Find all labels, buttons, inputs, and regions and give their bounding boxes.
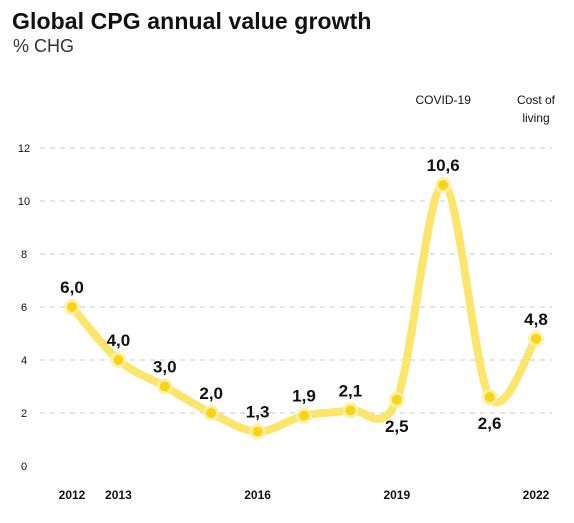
annotations: COVID-19 Cost of living xyxy=(416,93,556,125)
data-markers xyxy=(64,177,544,440)
data-label: 6,0 xyxy=(60,278,84,297)
data-point xyxy=(484,392,495,403)
data-point xyxy=(159,381,170,392)
y-axis-ticks: 0 2 4 6 8 10 12 xyxy=(18,143,30,473)
data-point xyxy=(299,410,309,421)
data-label: 10,6 xyxy=(427,156,460,175)
y-tick-label: 12 xyxy=(18,143,30,155)
y-tick-label: 0 xyxy=(21,461,27,473)
y-tick-label: 8 xyxy=(21,249,27,261)
gridlines xyxy=(40,147,552,414)
x-tick-label: 2016 xyxy=(244,488,271,502)
y-tick-label: 6 xyxy=(21,302,27,314)
data-label: 4,8 xyxy=(524,310,548,329)
annotation-label: living xyxy=(522,111,549,125)
data-point xyxy=(345,405,356,416)
chart-title: Global CPG annual value growth xyxy=(12,8,372,34)
x-axis-ticks: 2012 2013 2016 2019 2022 xyxy=(59,488,550,502)
chart-subtitle: % CHG xyxy=(13,36,75,56)
data-label: 1,9 xyxy=(292,387,316,406)
data-point xyxy=(391,394,402,405)
y-tick-label: 2 xyxy=(21,408,27,420)
data-point xyxy=(67,302,77,312)
annotation-label: Cost of xyxy=(517,93,556,107)
data-point xyxy=(206,408,217,418)
data-labels: 6,0 4,0 3,0 2,0 1,3 1,9 2,1 2,5 10,6 2,6 4,8 xyxy=(60,156,548,436)
y-tick-label: 10 xyxy=(18,196,30,208)
data-label: 2,5 xyxy=(385,417,409,436)
x-tick-label: 2022 xyxy=(523,488,550,502)
x-tick-label: 2013 xyxy=(105,488,132,502)
data-label: 1,3 xyxy=(246,403,270,422)
data-label: 2,1 xyxy=(339,381,363,400)
x-tick-label: 2019 xyxy=(383,488,410,502)
data-point xyxy=(252,426,263,437)
annotation-label: COVID-19 xyxy=(416,93,472,107)
data-label: 2,0 xyxy=(199,384,223,403)
data-point xyxy=(438,180,449,191)
data-label: 3,0 xyxy=(153,358,177,377)
data-label: 2,6 xyxy=(478,414,502,433)
data-point xyxy=(113,355,124,365)
y-tick-label: 4 xyxy=(21,355,27,367)
x-tick-label: 2012 xyxy=(59,488,86,502)
data-label: 4,0 xyxy=(107,331,131,350)
data-point xyxy=(531,333,541,344)
